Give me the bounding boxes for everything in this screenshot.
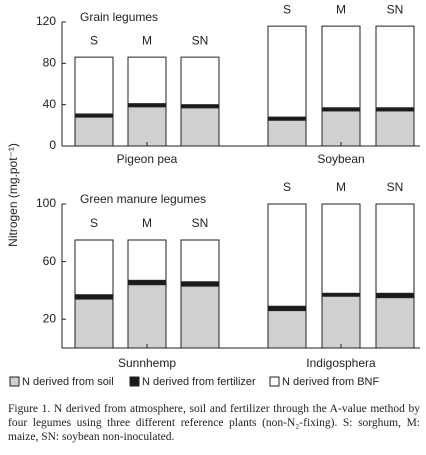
bar-segment bbox=[127, 279, 167, 286]
bar-segment bbox=[127, 239, 167, 281]
y-tick-label: 100 bbox=[36, 196, 56, 210]
chart: Nitrogen (mg.pot⁻¹) Grain legumes 0 40 80 12… bbox=[6, 2, 420, 388]
category-label: M bbox=[336, 180, 346, 194]
bar-segment bbox=[74, 116, 114, 147]
bar-segment bbox=[321, 110, 361, 147]
y-tick-label: 80 bbox=[43, 56, 57, 70]
bar-segment bbox=[180, 285, 220, 349]
category-label: M bbox=[142, 216, 152, 230]
bar-segment bbox=[180, 107, 220, 147]
bar-segment bbox=[127, 56, 167, 105]
category-label: S bbox=[90, 33, 98, 47]
legend-label: N derived from fertilizer bbox=[142, 376, 256, 388]
bar-segment bbox=[267, 203, 307, 307]
group-label: Soybean bbox=[317, 152, 364, 166]
y-axis-label: Nitrogen (mg.pot⁻¹) bbox=[6, 143, 20, 247]
bar-segment bbox=[321, 295, 361, 349]
category-label: S bbox=[283, 180, 291, 194]
category-label: S bbox=[90, 216, 98, 230]
panel-title: Green manure legumes bbox=[80, 192, 206, 206]
legend-swatch bbox=[269, 376, 280, 387]
category-label: SN bbox=[387, 180, 404, 194]
bar-segment bbox=[180, 281, 220, 287]
bar-segment bbox=[375, 203, 415, 294]
bar-segment bbox=[267, 310, 307, 349]
category-label: SN bbox=[387, 2, 404, 16]
bar-segment bbox=[180, 239, 220, 283]
bar-segment bbox=[267, 119, 307, 147]
category-label: M bbox=[142, 33, 152, 47]
bar-segment bbox=[127, 106, 167, 147]
bar-segment bbox=[127, 284, 167, 349]
bar-segment bbox=[267, 305, 307, 312]
y-tick-label: 40 bbox=[43, 97, 57, 111]
category-label: SN bbox=[192, 216, 209, 230]
legend-swatch bbox=[129, 376, 140, 387]
group-label: Pigeon pea bbox=[117, 152, 178, 166]
bar-segment bbox=[375, 292, 415, 299]
bar-segment bbox=[321, 203, 361, 294]
bar-segment bbox=[375, 297, 415, 349]
bar-segment bbox=[74, 56, 114, 115]
y-tick-label: 60 bbox=[43, 254, 57, 268]
legend-label: N derived from soil bbox=[22, 376, 114, 388]
bar-segment bbox=[180, 56, 220, 106]
category-label: S bbox=[283, 2, 291, 16]
group-label: Sunnhemp bbox=[118, 356, 176, 370]
category-label: SN bbox=[192, 33, 209, 47]
bar-segment bbox=[321, 25, 361, 109]
bar-segment bbox=[267, 25, 307, 118]
figure-caption: Figure 1. N derived from atmosphere, soi… bbox=[8, 403, 420, 443]
y-tick-label: 120 bbox=[36, 14, 56, 28]
y-tick-label: 0 bbox=[49, 138, 56, 152]
legend-swatch bbox=[9, 376, 20, 387]
bar-segment bbox=[74, 239, 114, 296]
group-label: Indigosphera bbox=[306, 356, 376, 370]
bar-segment bbox=[74, 294, 114, 300]
bar-segment bbox=[375, 25, 415, 109]
panel-title: Grain legumes bbox=[80, 10, 158, 24]
category-label: M bbox=[336, 2, 346, 16]
bar-segment bbox=[74, 298, 114, 349]
y-tick-label: 20 bbox=[43, 311, 57, 325]
bar-segment bbox=[375, 110, 415, 147]
legend-label: N derived from BNF bbox=[282, 376, 379, 388]
